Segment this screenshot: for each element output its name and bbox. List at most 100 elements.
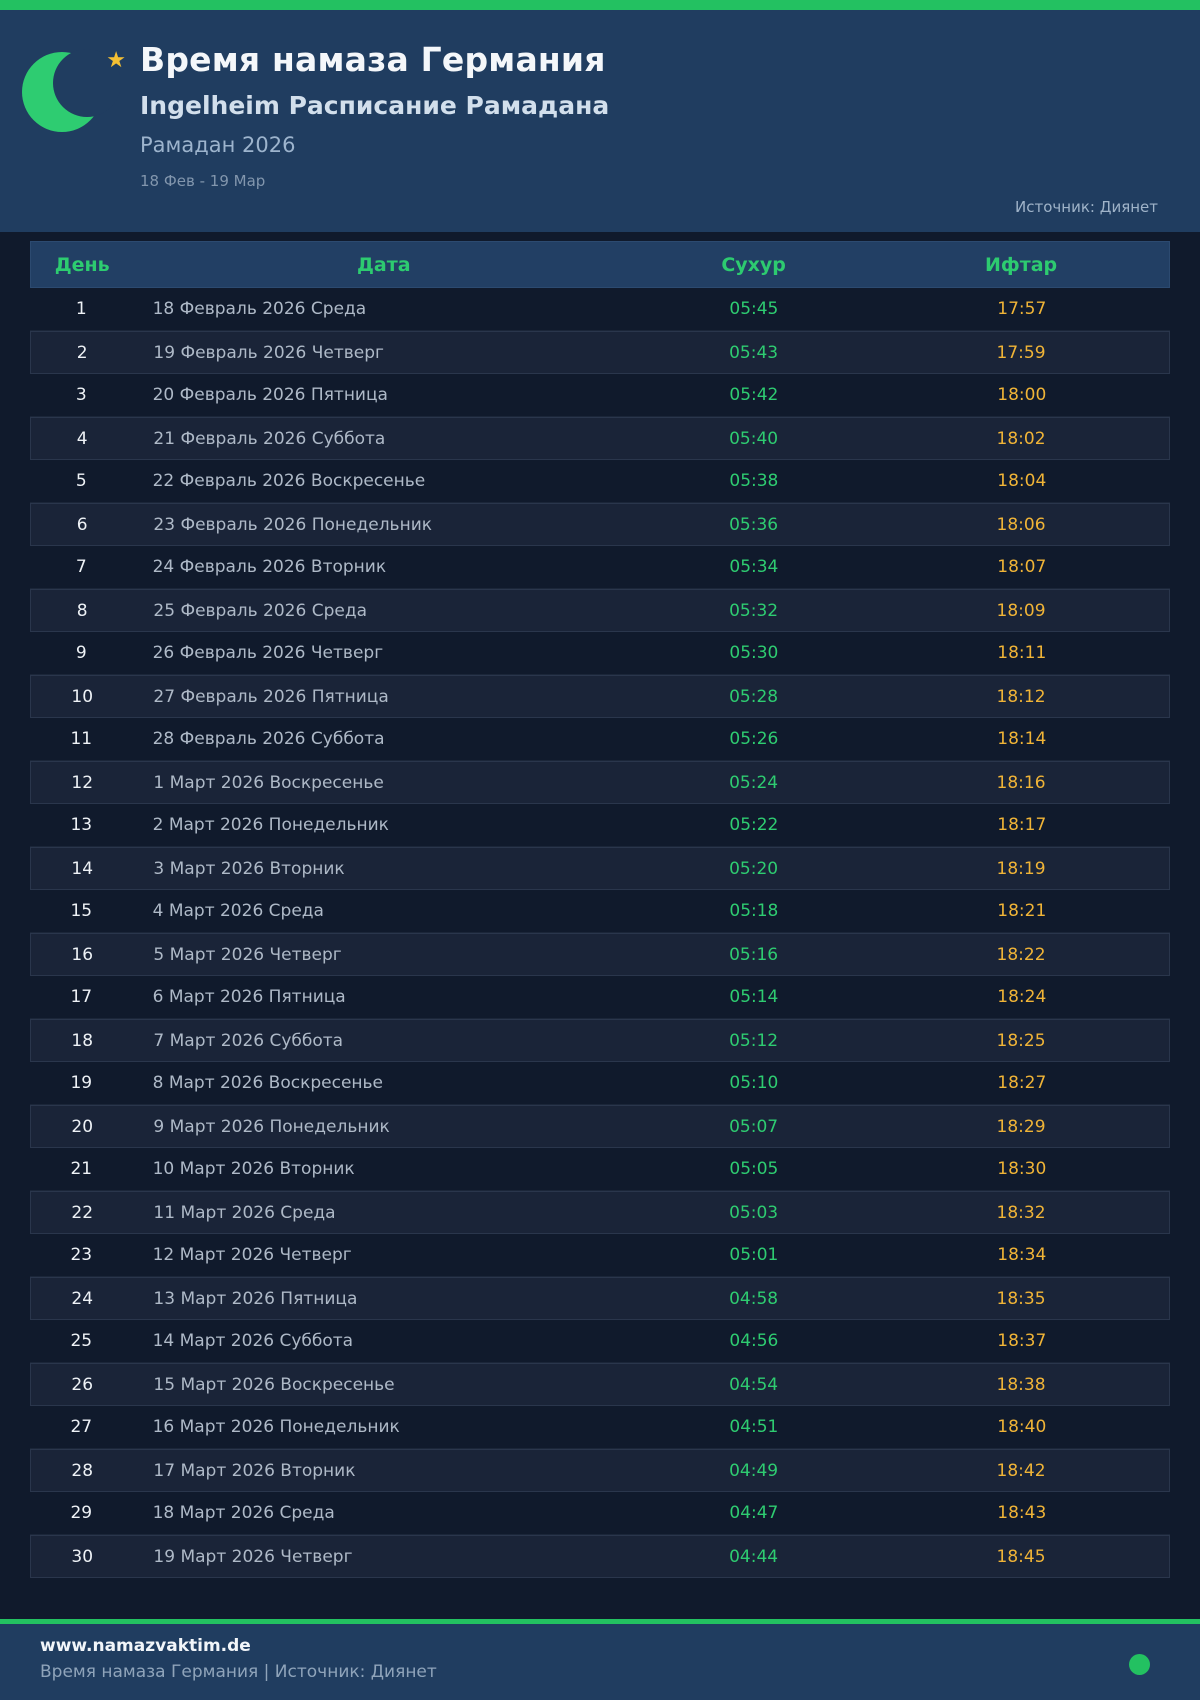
date-cell: 19 Март 2026 Четверг — [153, 1546, 353, 1567]
date-cell: 26 Февраль 2026 Четверг — [152, 643, 384, 663]
iftar-cell: 18:27 — [997, 1073, 1047, 1093]
date-cell: 5 Март 2026 Четверг — [153, 944, 342, 965]
table-row: 6 23 Февраль 2026 Понедельник 05:36 18:06 — [30, 503, 1170, 546]
table-row: 29 18 Март 2026 Среда 04:47 18:43 — [30, 1492, 1170, 1535]
suhur-cell: 04:56 — [729, 1331, 779, 1351]
day-cell: 14 — [71, 858, 94, 879]
date-cell: 3 Март 2026 Вторник — [153, 858, 345, 879]
date-cell: 21 Февраль 2026 Суббота — [153, 428, 386, 449]
date-cell: 2 Март 2026 Понедельник — [152, 815, 389, 835]
iftar-cell: 18:09 — [996, 600, 1046, 621]
day-cell: 22 — [71, 1202, 94, 1223]
iftar-cell: 18:38 — [996, 1374, 1046, 1395]
date-cell: 18 Март 2026 Среда — [152, 1503, 335, 1523]
date-cell: 8 Март 2026 Воскресенье — [152, 1073, 383, 1093]
day-cell: 17 — [70, 987, 93, 1007]
day-cell: 2 — [76, 342, 88, 363]
date-cell: 25 Февраль 2026 Среда — [153, 600, 368, 621]
date-cell: 23 Февраль 2026 Понедельник — [153, 514, 433, 535]
date-cell: 10 Март 2026 Вторник — [152, 1159, 355, 1179]
day-cell: 5 — [75, 471, 87, 491]
day-cell: 23 — [70, 1245, 93, 1265]
crescent-moon-graphic — [22, 49, 120, 132]
iftar-cell: 18:02 — [996, 428, 1046, 449]
day-cell: 8 — [76, 600, 88, 621]
date-cell: 24 Февраль 2026 Вторник — [152, 557, 387, 577]
iftar-cell: 18:45 — [996, 1546, 1046, 1567]
suhur-cell: 05:38 — [729, 471, 779, 491]
iftar-cell: 18:42 — [996, 1460, 1046, 1481]
suhur-cell: 05:01 — [729, 1245, 779, 1265]
iftar-cell: 18:30 — [997, 1159, 1047, 1179]
suhur-cell: 05:30 — [729, 643, 779, 663]
day-cell: 7 — [75, 557, 87, 577]
iftar-cell: 18:21 — [997, 901, 1047, 921]
date-cell: 12 Март 2026 Четверг — [152, 1245, 352, 1265]
iftar-cell: 18:16 — [996, 772, 1046, 793]
day-cell: 16 — [71, 944, 94, 965]
iftar-cell: 18:29 — [996, 1116, 1046, 1137]
suhur-cell: 04:47 — [729, 1503, 779, 1523]
day-cell: 1 — [75, 299, 87, 319]
page-footer: www.namazvaktim.de Время намаза Германия… — [0, 1624, 1200, 1700]
iftar-cell: 18:14 — [997, 729, 1047, 749]
day-cell: 15 — [70, 901, 93, 921]
table-row: 18 7 Март 2026 Суббота 05:12 18:25 — [30, 1019, 1170, 1062]
date-cell: 27 Февраль 2026 Пятница — [153, 686, 389, 707]
date-cell: 15 Март 2026 Воскресенье — [153, 1374, 395, 1395]
suhur-cell: 04:49 — [729, 1460, 779, 1481]
date-cell: 18 Февраль 2026 Среда — [152, 299, 367, 319]
suhur-cell: 04:58 — [729, 1288, 779, 1309]
iftar-cell: 18:43 — [997, 1503, 1047, 1523]
iftar-cell: 18:17 — [997, 815, 1047, 835]
suhur-cell: 05:26 — [729, 729, 779, 749]
day-cell: 18 — [71, 1030, 94, 1051]
iftar-cell: 17:57 — [997, 299, 1047, 319]
iftar-cell: 18:07 — [997, 557, 1047, 577]
day-cell: 20 — [71, 1116, 94, 1137]
suhur-cell: 05:05 — [729, 1159, 779, 1179]
suhur-cell: 04:44 — [729, 1546, 779, 1567]
table-row: 26 15 Март 2026 Воскресенье 04:54 18:38 — [30, 1363, 1170, 1406]
date-cell: 17 Март 2026 Вторник — [153, 1460, 356, 1481]
table-row: 9 26 Февраль 2026 Четверг 05:30 18:11 — [30, 632, 1170, 675]
table-row: 2 19 Февраль 2026 Четверг 05:43 17:59 — [30, 331, 1170, 374]
date-cell: 1 Март 2026 Воскресенье — [153, 772, 384, 793]
iftar-cell: 18:32 — [996, 1202, 1046, 1223]
footer-accent-line — [0, 1619, 1200, 1624]
suhur-cell: 05:40 — [729, 428, 779, 449]
table-row: 1 18 Февраль 2026 Среда 05:45 17:57 — [30, 288, 1170, 331]
date-cell: 20 Февраль 2026 Пятница — [152, 385, 388, 405]
day-cell: 13 — [70, 815, 93, 835]
table-row: 21 10 Март 2026 Вторник 05:05 18:30 — [30, 1148, 1170, 1191]
column-header-iftar: Ифтар — [984, 253, 1058, 276]
table-row: 7 24 Февраль 2026 Вторник 05:34 18:07 — [30, 546, 1170, 589]
iftar-cell: 18:34 — [997, 1245, 1047, 1265]
table-row: 15 4 Март 2026 Среда 05:18 18:21 — [30, 890, 1170, 933]
table-row: 11 28 Февраль 2026 Суббота 05:26 18:14 — [30, 718, 1170, 761]
iftar-cell: 17:59 — [996, 342, 1046, 363]
table-row: 12 1 Март 2026 Воскресенье 05:24 18:16 — [30, 761, 1170, 804]
top-accent-bar — [0, 0, 1200, 10]
source-label: Источник: Диянет — [1015, 198, 1158, 216]
crescent-moon-icon: ★ — [20, 40, 128, 140]
star-icon: ★ — [106, 48, 126, 73]
table-row: 3 20 Февраль 2026 Пятница 05:42 18:00 — [30, 374, 1170, 417]
table-row: 28 17 Март 2026 Вторник 04:49 18:42 — [30, 1449, 1170, 1492]
table-row: 25 14 Март 2026 Суббота 04:56 18:37 — [30, 1320, 1170, 1363]
date-cell: 7 Март 2026 Суббота — [153, 1030, 344, 1051]
suhur-cell: 05:24 — [729, 772, 779, 793]
column-header-day: День — [54, 253, 110, 276]
suhur-cell: 05:07 — [729, 1116, 779, 1137]
suhur-cell: 05:20 — [729, 858, 779, 879]
date-cell: 22 Февраль 2026 Воскресенье — [152, 471, 426, 491]
header-text-block: Время намаза Германия Ingelheim Расписан… — [140, 40, 609, 190]
page-title: Время намаза Германия — [140, 40, 606, 79]
date-cell: 16 Март 2026 Понедельник — [152, 1417, 400, 1437]
suhur-cell: 05:18 — [729, 901, 779, 921]
day-cell: 4 — [76, 428, 88, 449]
date-cell: 28 Февраль 2026 Суббота — [152, 729, 385, 749]
website-url: www.namazvaktim.de — [40, 1636, 251, 1656]
table-row: 17 6 Март 2026 Пятница 05:14 18:24 — [30, 976, 1170, 1019]
